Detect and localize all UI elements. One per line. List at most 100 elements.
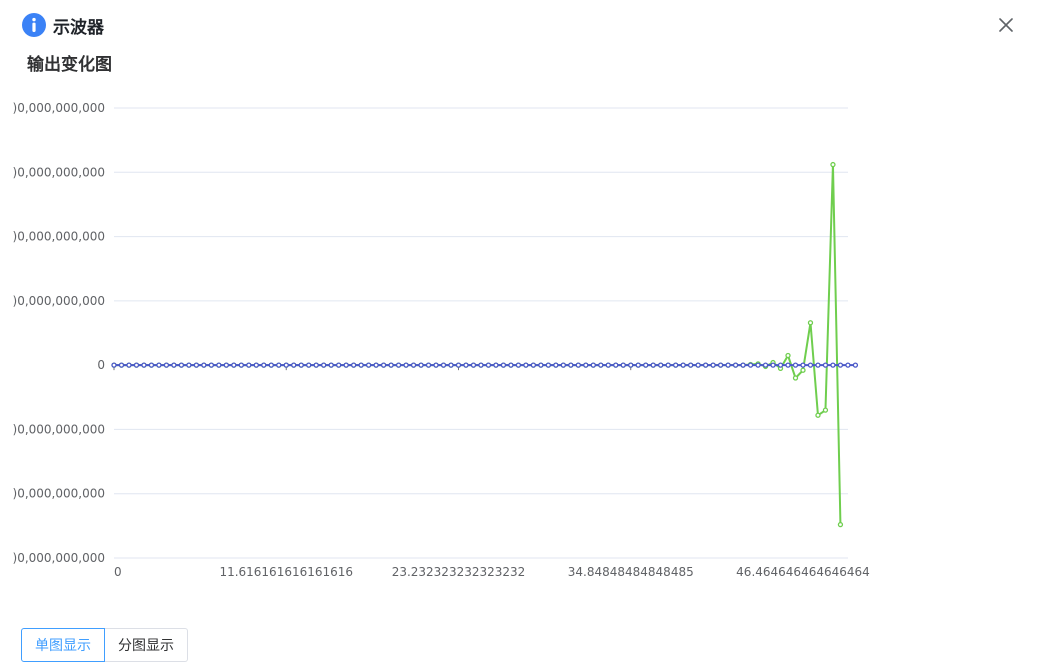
data-point — [800, 367, 806, 373]
view-mode-toggle: 单图显示 分图显示 — [21, 628, 188, 662]
data-point — [635, 362, 641, 368]
data-point — [358, 362, 364, 368]
data-point — [792, 375, 799, 381]
close-button[interactable] — [994, 14, 1018, 38]
data-point — [485, 362, 492, 368]
data-point — [373, 362, 379, 368]
data-point — [665, 362, 671, 368]
split-chart-button[interactable]: 分图显示 — [105, 628, 188, 662]
x-tick-label: 34.84848484848485 — [568, 565, 694, 579]
data-point — [695, 362, 701, 368]
data-point — [126, 362, 132, 368]
data-point — [680, 362, 686, 368]
data-point — [365, 362, 372, 368]
data-point — [740, 362, 746, 368]
data-point — [688, 362, 694, 368]
data-point — [246, 362, 252, 368]
data-point — [807, 362, 814, 368]
data-point — [710, 362, 716, 368]
data-point — [253, 362, 259, 368]
data-point — [590, 362, 596, 368]
data-point — [418, 362, 424, 368]
x-tick-label: 46.464646464646464 — [736, 565, 870, 579]
data-point — [298, 362, 304, 368]
data-point — [238, 362, 244, 368]
data-point — [336, 362, 342, 368]
data-point — [613, 362, 619, 368]
data-point — [807, 320, 814, 326]
data-point — [163, 362, 170, 368]
series-line — [114, 163, 842, 525]
data-point — [815, 362, 821, 368]
data-point — [628, 362, 634, 368]
data-point — [223, 362, 229, 368]
data-point — [448, 362, 454, 368]
data-point — [560, 362, 566, 368]
data-point — [620, 362, 626, 368]
data-point — [111, 362, 117, 368]
dialog-title: 示波器 — [53, 17, 104, 38]
data-point — [425, 362, 432, 368]
data-point — [830, 362, 836, 368]
data-point — [792, 362, 799, 368]
y-tick-label: )0,000,000,000 — [13, 101, 105, 115]
data-point — [343, 362, 349, 368]
data-point — [770, 362, 776, 368]
data-point — [328, 362, 334, 368]
single-chart-button[interactable]: 单图显示 — [21, 628, 105, 662]
data-point — [291, 362, 297, 368]
data-point — [283, 362, 289, 368]
data-point — [837, 521, 844, 528]
y-tick-label: )0,000,000,000 — [13, 165, 105, 179]
data-point — [268, 362, 274, 368]
data-point — [118, 362, 125, 368]
data-point — [717, 362, 724, 368]
data-point — [208, 362, 215, 368]
data-point — [530, 362, 537, 368]
data-point — [515, 362, 522, 368]
data-point — [785, 362, 791, 368]
data-point — [822, 362, 829, 368]
data-point — [568, 362, 574, 368]
y-tick-label: )0,000,000,000 — [13, 487, 105, 501]
data-point — [822, 407, 829, 413]
data-point — [777, 362, 784, 368]
data-point — [141, 362, 147, 368]
x-tick-label: 11.616161616161616 — [219, 565, 353, 579]
data-point — [321, 362, 327, 368]
data-point — [306, 362, 312, 368]
dialog-header: 示波器 — [22, 12, 104, 38]
data-point — [186, 362, 192, 368]
data-point — [261, 362, 267, 368]
data-point — [755, 362, 761, 368]
data-point — [403, 362, 409, 368]
data-point — [785, 352, 791, 359]
data-point — [313, 362, 319, 368]
data-point — [231, 362, 237, 368]
data-point — [350, 362, 357, 368]
data-point — [747, 362, 754, 368]
data-point — [852, 362, 859, 368]
data-point — [201, 362, 207, 368]
y-tick-label: )0,000,000,000 — [13, 551, 105, 565]
data-point — [493, 362, 499, 368]
data-point — [643, 362, 649, 368]
data-point — [523, 362, 529, 368]
data-point — [478, 362, 484, 368]
data-point — [598, 362, 604, 368]
output-line-chart: )0,000,000,000 )0,000,000,000 )0,000,000,0… — [13, 101, 870, 579]
data-point — [276, 362, 282, 368]
data-point — [171, 362, 177, 368]
data-point — [216, 362, 222, 368]
chart-container: )0,000,000,000 )0,000,000,000 )0,000,000,0… — [0, 88, 1037, 598]
data-point — [395, 362, 402, 368]
data-point — [455, 362, 462, 368]
section-title: 输出变化图 — [27, 55, 112, 75]
data-point — [156, 362, 162, 368]
data-point — [830, 161, 836, 168]
x-tick-label: 23.232323232323232 — [392, 565, 526, 579]
data-point — [433, 362, 439, 368]
data-point — [762, 362, 769, 368]
data-point — [732, 362, 739, 368]
data-point — [410, 362, 417, 368]
